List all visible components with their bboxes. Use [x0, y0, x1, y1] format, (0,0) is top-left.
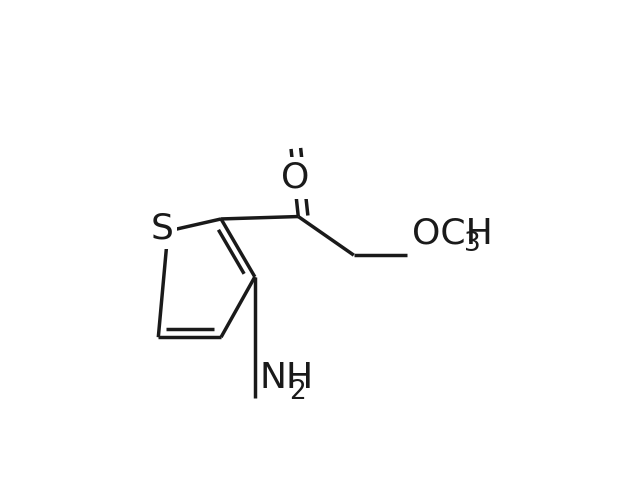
Text: NH: NH	[260, 361, 314, 395]
Text: OCH: OCH	[412, 217, 492, 250]
Text: 3: 3	[464, 231, 481, 257]
Text: 2: 2	[289, 379, 307, 405]
Text: O: O	[281, 161, 309, 195]
Text: S: S	[151, 212, 173, 246]
